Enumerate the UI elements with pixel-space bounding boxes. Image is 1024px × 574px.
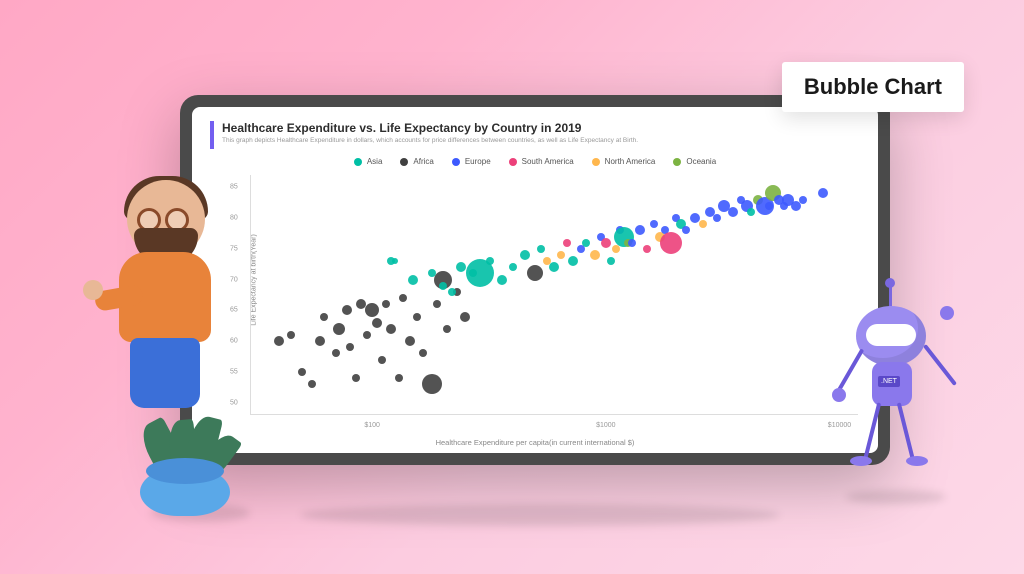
bubble-point[interactable] [413,313,421,321]
bubble-point[interactable] [607,257,615,265]
bubble-point[interactable] [352,374,360,382]
bubble-point[interactable] [568,256,578,266]
x-tick: $1000 [596,422,615,429]
bubble-point[interactable] [563,239,571,247]
bubble-point[interactable] [448,288,456,296]
shadow [300,504,780,526]
bubble-point[interactable] [713,214,721,222]
x-tick: $100 [364,422,380,429]
bubble-point[interactable] [549,262,559,272]
bubble-point[interactable] [590,250,600,260]
chart-type-badge: Bubble Chart [782,62,964,112]
bubble-point[interactable] [635,225,645,235]
legend-item[interactable]: Oceania [673,157,716,166]
legend-swatch [354,158,362,166]
bubble-point[interactable] [439,282,447,290]
bubble-point[interactable] [392,258,398,264]
bubble-point[interactable] [372,318,382,328]
chart-legend: Asia Africa Europe South America North Ameri… [210,157,860,166]
bubble-point[interactable] [601,238,611,248]
chart-title: Healthcare Expenditure vs. Life Expectan… [222,121,638,135]
tablet-frame: Healthcare Expenditure vs. Life Expectan… [180,95,890,465]
bubble-point[interactable] [650,220,658,228]
bubble-point[interactable] [765,202,773,210]
bubble-point[interactable] [395,374,403,382]
bubble-point[interactable] [332,349,340,357]
legend-label: Africa [413,157,433,166]
bubble-point[interactable] [428,269,436,277]
legend-label: Asia [367,157,383,166]
bubble-point[interactable] [422,374,442,394]
bubble-point[interactable] [378,356,386,364]
bubble-point[interactable] [333,323,345,335]
bubble-point[interactable] [520,250,530,260]
bubble-point[interactable] [433,300,441,308]
bubble-point[interactable] [386,324,396,334]
legend-item[interactable]: South America [509,157,574,166]
y-axis-line [250,175,251,415]
legend-swatch [592,158,600,166]
legend-item[interactable]: Europe [452,157,491,166]
bubble-point[interactable] [791,201,801,211]
decorative-robot-illustration [834,296,954,496]
bubble-point[interactable] [660,232,682,254]
bubble-point[interactable] [298,368,306,376]
legend-label: South America [522,157,574,166]
bubble-point[interactable] [342,305,352,315]
title-accent-bar [210,121,214,149]
chart-subtitle: This graph depicts Healthcare Expenditur… [222,137,638,144]
bubble-point[interactable] [747,208,755,216]
bubble-point[interactable] [315,336,325,346]
legend-swatch [509,158,517,166]
bubble-point[interactable] [728,207,738,217]
bubble-point[interactable] [799,196,807,204]
bubble-point[interactable] [419,349,427,357]
legend-label: Oceania [686,157,716,166]
bubble-point[interactable] [509,263,517,271]
bubble-point[interactable] [497,275,507,285]
bubble-point[interactable] [287,331,295,339]
bubble-point[interactable] [382,300,390,308]
bubble-point[interactable] [612,245,620,253]
bubble-point[interactable] [399,294,407,302]
legend-item[interactable]: North America [592,157,656,166]
bubble-point[interactable] [365,303,379,317]
legend-swatch [452,158,460,166]
bubble-point[interactable] [699,220,707,228]
decorative-plant-illustration [140,468,230,516]
bubble-point[interactable] [443,325,451,333]
bubble-point[interactable] [363,331,371,339]
chart-screen: Healthcare Expenditure vs. Life Expectan… [192,107,878,453]
bubble-point[interactable] [643,245,651,253]
bubble-point[interactable] [456,262,466,272]
chart-plot-area[interactable] [250,175,858,415]
x-axis-line [250,414,858,415]
bubble-point[interactable] [320,313,328,321]
bubble-point[interactable] [628,239,636,247]
legend-label: North America [605,157,656,166]
bubble-point[interactable] [405,336,415,346]
bubble-point[interactable] [408,275,418,285]
bubble-point[interactable] [460,312,470,322]
bubble-point[interactable] [308,380,316,388]
bubble-point[interactable] [527,265,543,281]
legend-swatch [400,158,408,166]
x-axis-label: Healthcare Expenditure per capita(in cur… [436,438,635,447]
legend-label: Europe [465,157,491,166]
bubble-point[interactable] [486,257,494,265]
bubble-point[interactable] [537,245,545,253]
bubble-point[interactable] [582,239,590,247]
legend-swatch [673,158,681,166]
bubble-point[interactable] [346,343,354,351]
bubble-point[interactable] [682,226,690,234]
legend-item[interactable]: Asia [354,157,383,166]
bubble-point[interactable] [274,336,284,346]
bubble-point[interactable] [818,188,828,198]
bubble-point[interactable] [557,251,565,259]
legend-item[interactable]: Africa [400,157,433,166]
